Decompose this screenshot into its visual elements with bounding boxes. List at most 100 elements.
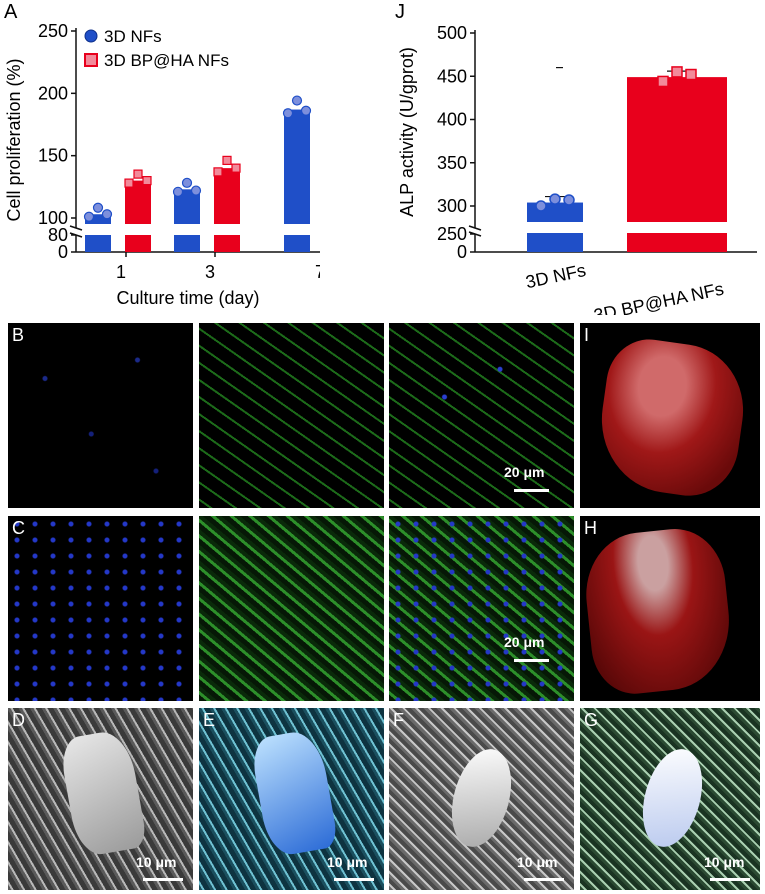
x-tick-label: 3D NFs bbox=[524, 260, 588, 292]
chart-a-xlabel: Culture time (day) bbox=[116, 288, 259, 308]
tissue-sample-h bbox=[580, 524, 736, 698]
bar-base bbox=[125, 235, 151, 252]
scale-bar-label-c: 20 μm bbox=[504, 634, 545, 650]
chart-a-bars bbox=[85, 109, 310, 252]
tissue-photo-i: I bbox=[580, 323, 760, 508]
scale-bar-label-e: 10 μm bbox=[327, 854, 368, 870]
bar-base bbox=[85, 235, 111, 252]
bar-base bbox=[284, 235, 310, 252]
data-point bbox=[181, 177, 193, 188]
data-point bbox=[190, 185, 202, 196]
fluorescence-nuclei-c: C bbox=[8, 516, 193, 701]
scale-bar-label-b: 20 μm bbox=[504, 464, 545, 480]
sem-cell-e bbox=[249, 727, 339, 859]
chart-j-bars bbox=[527, 70, 727, 252]
y-axis-break-mark bbox=[468, 225, 482, 231]
bar bbox=[85, 214, 111, 224]
bar bbox=[627, 77, 727, 223]
y-tick-label: 200 bbox=[38, 83, 68, 103]
data-point bbox=[133, 169, 143, 179]
data-point bbox=[549, 193, 561, 205]
bar-base bbox=[174, 235, 200, 252]
panel-label-g: G bbox=[584, 710, 599, 730]
fluorescence-merge-c: 20 μm bbox=[389, 516, 574, 701]
data-point bbox=[101, 209, 113, 220]
y-tick-label: 250 bbox=[38, 21, 68, 41]
bar-base bbox=[627, 233, 727, 252]
data-point bbox=[142, 176, 152, 186]
data-point bbox=[685, 68, 697, 81]
panel-label-c: C bbox=[12, 518, 25, 538]
y-tick-label: 500 bbox=[437, 23, 467, 43]
data-point bbox=[291, 95, 303, 106]
chart-j-ylabel: ALP activity (U/gprot) bbox=[397, 47, 417, 217]
x-tick-label: 1 bbox=[116, 262, 126, 282]
data-point bbox=[231, 163, 241, 173]
data-point bbox=[92, 202, 104, 213]
y-tick-label: 100 bbox=[38, 208, 68, 228]
sem-cell-g bbox=[632, 742, 713, 854]
sem-image-g: G 10 μm bbox=[580, 708, 760, 890]
data-point bbox=[83, 211, 95, 222]
y-tick-label: 150 bbox=[38, 146, 68, 166]
fluorescence-actin-b bbox=[199, 323, 384, 508]
data-point bbox=[172, 186, 184, 197]
data-point bbox=[535, 200, 547, 212]
legend-marker bbox=[84, 29, 98, 43]
y-tick-label: 400 bbox=[437, 110, 467, 130]
data-point bbox=[671, 66, 683, 78]
scale-bar-b bbox=[514, 489, 549, 492]
chart-a-ylabel: Cell proliferation (%) bbox=[4, 58, 24, 221]
y-tick-label: 350 bbox=[437, 153, 467, 173]
y-axis-break-mark bbox=[69, 225, 83, 231]
data-point bbox=[282, 108, 294, 119]
chart-a-points bbox=[83, 95, 312, 222]
y-tick-label: 80 bbox=[48, 225, 68, 245]
bar bbox=[284, 109, 310, 224]
data-point bbox=[300, 105, 312, 116]
y-tick-label: 0 bbox=[457, 242, 467, 262]
data-point bbox=[213, 167, 223, 177]
y-tick-label: 300 bbox=[437, 196, 467, 216]
scale-bar-e bbox=[334, 878, 374, 881]
panel-label-b: B bbox=[12, 325, 25, 345]
y-tick-label: 0 bbox=[58, 242, 68, 262]
legend-marker bbox=[84, 53, 98, 67]
bar-base bbox=[527, 233, 583, 252]
data-point bbox=[563, 194, 575, 206]
bar bbox=[214, 168, 240, 224]
sem-image-f: F 10 μm bbox=[389, 708, 574, 890]
data-point bbox=[222, 155, 232, 165]
data-point bbox=[657, 75, 669, 88]
panel-label-j: J bbox=[395, 1, 405, 23]
x-tick-label: 3 bbox=[205, 262, 215, 282]
tissue-photo-h: H bbox=[580, 516, 760, 701]
panel-label-h: H bbox=[584, 518, 597, 538]
y-tick-label: 250 bbox=[437, 224, 467, 244]
scale-bar-d bbox=[143, 878, 183, 881]
panel-label-e: E bbox=[203, 710, 216, 730]
scale-bar-c bbox=[514, 659, 549, 662]
panel-label-f: F bbox=[393, 710, 404, 730]
chart-a-legend: 3D NFs 3D BP@HA NFs bbox=[84, 27, 229, 70]
x-tick-label: 3D BP@HA NFs bbox=[592, 279, 726, 315]
scale-bar-label-f: 10 μm bbox=[517, 854, 558, 870]
legend-label: 3D NFs bbox=[104, 27, 162, 46]
sem-image-d: D 10 μm bbox=[8, 708, 193, 890]
scale-bar-label-g: 10 μm bbox=[704, 854, 745, 870]
sem-cell-f bbox=[441, 742, 522, 854]
data-point bbox=[124, 178, 134, 188]
fluorescence-merge-b: 20 μm bbox=[389, 323, 574, 508]
fluorescence-actin-c bbox=[199, 516, 384, 701]
bar bbox=[125, 180, 151, 224]
chart-j-points bbox=[535, 66, 697, 212]
y-tick-label: 450 bbox=[437, 66, 467, 86]
scale-bar-label-d: 10 μm bbox=[136, 854, 177, 870]
panel-label-i: I bbox=[584, 325, 590, 345]
x-tick-label: 7 bbox=[315, 262, 320, 282]
panel-label-d: D bbox=[12, 710, 25, 730]
fluorescence-nuclei-b: B bbox=[8, 323, 193, 508]
scale-bar-f bbox=[524, 878, 564, 881]
